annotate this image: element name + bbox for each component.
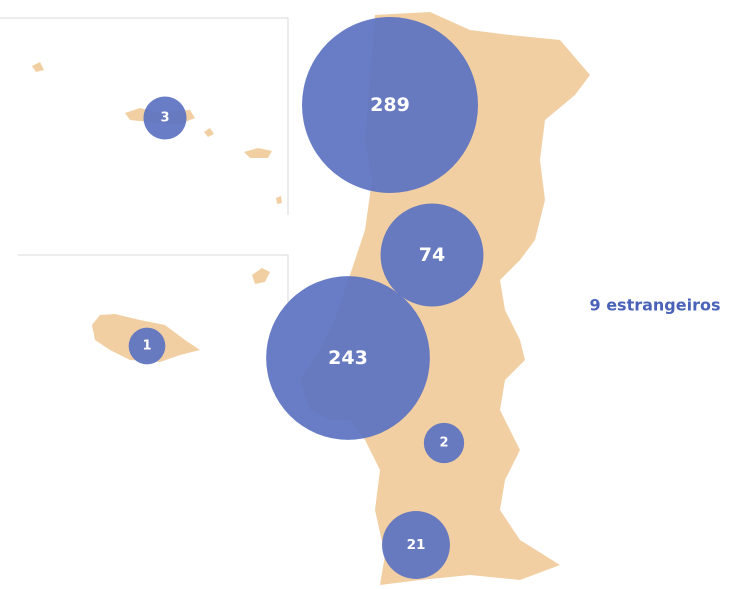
- bubble-label: 289: [370, 94, 410, 116]
- bubble: [143, 96, 187, 140]
- bubble: [380, 203, 484, 307]
- bubble-label: 21: [407, 537, 426, 553]
- azores-island-3: [32, 62, 44, 72]
- bubble: [128, 327, 166, 365]
- azores-inset-frame: [0, 17, 289, 215]
- bubble-label: 74: [419, 244, 445, 266]
- bubble: [382, 511, 450, 579]
- azores-island-2: [244, 148, 272, 158]
- note: 9 estrangeiros: [590, 296, 721, 315]
- porto-santo: [252, 268, 270, 284]
- bubble: [302, 17, 478, 193]
- bubble-label: 3: [160, 111, 169, 126]
- bubble: [423, 422, 465, 464]
- bubble-label: 1: [142, 339, 151, 354]
- azores-island-4: [204, 128, 214, 137]
- bubble-label: 2: [439, 436, 448, 451]
- bubble: [266, 276, 430, 440]
- bubbles: 289 74 243 2 21 3 1: [128, 17, 484, 579]
- bubble-label: 243: [328, 347, 368, 369]
- azores-island-5: [276, 196, 282, 204]
